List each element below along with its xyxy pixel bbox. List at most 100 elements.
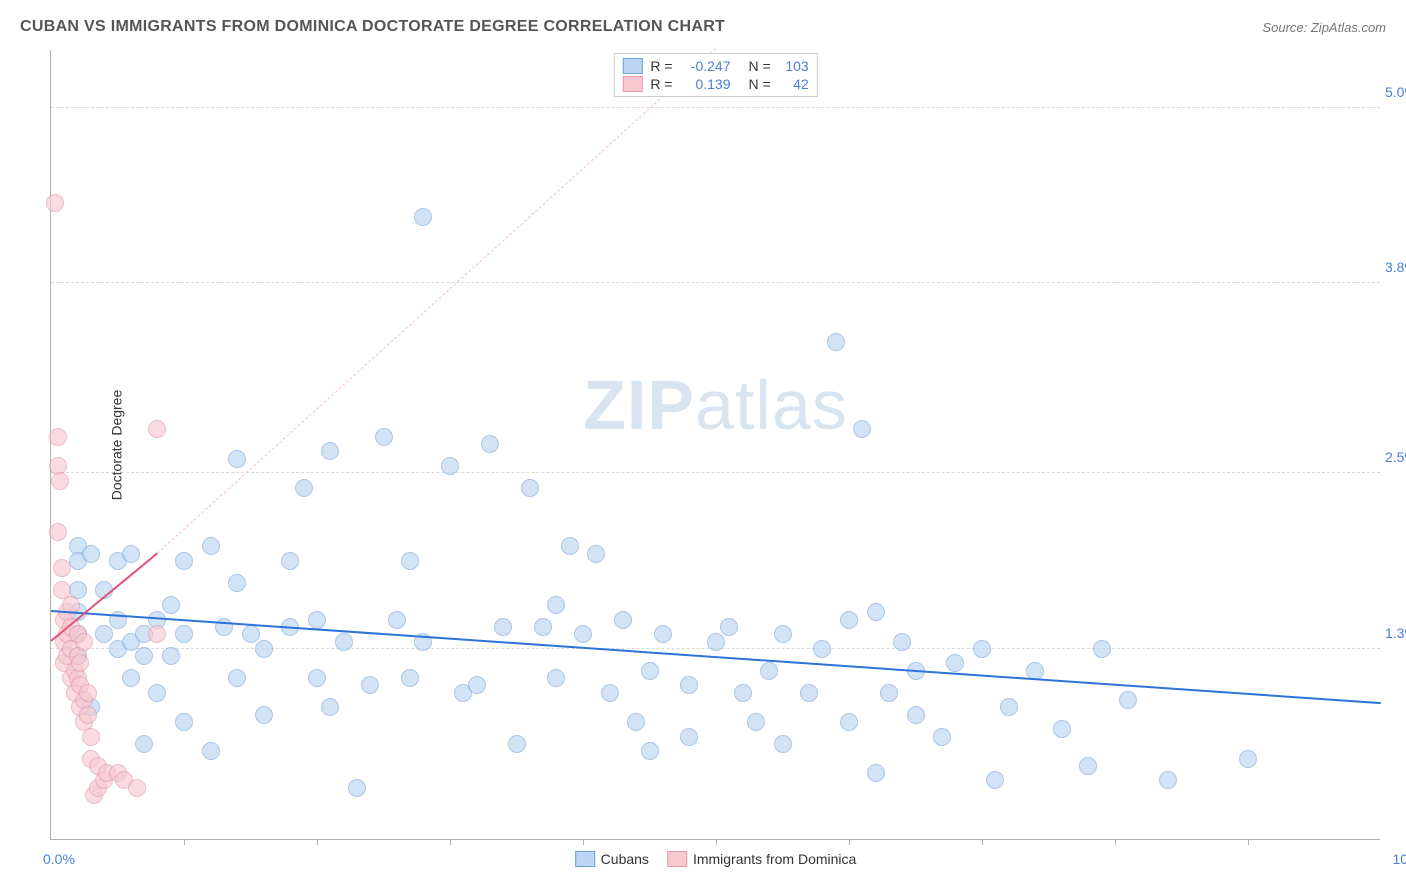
y-tick-label: 5.0%: [1385, 84, 1406, 100]
watermark: ZIPatlas: [583, 365, 848, 445]
scatter-point: [53, 559, 71, 577]
legend-stat-row: R =-0.247N =103: [622, 57, 808, 75]
scatter-point: [228, 574, 246, 592]
scatter-point: [654, 625, 672, 643]
chart-source: Source: ZipAtlas.com: [1262, 20, 1386, 35]
scatter-point: [335, 633, 353, 651]
scatter-point: [281, 552, 299, 570]
scatter-point: [1093, 640, 1111, 658]
gridline: [51, 107, 1380, 108]
scatter-point: [867, 764, 885, 782]
scatter-point: [95, 625, 113, 643]
scatter-point: [1053, 720, 1071, 738]
scatter-point: [561, 537, 579, 555]
scatter-point: [255, 640, 273, 658]
scatter-point: [840, 611, 858, 629]
scatter-point: [468, 676, 486, 694]
x-tick: [716, 839, 717, 845]
scatter-point: [388, 611, 406, 629]
scatter-point: [175, 713, 193, 731]
scatter-point: [49, 523, 67, 541]
legend-series-label: Immigrants from Dominica: [693, 851, 856, 867]
legend-series-item: Immigrants from Dominica: [667, 851, 856, 867]
y-tick-label: 2.5%: [1385, 449, 1406, 465]
scatter-point: [175, 625, 193, 643]
scatter-point: [774, 625, 792, 643]
scatter-point: [162, 647, 180, 665]
scatter-point: [973, 640, 991, 658]
scatter-point: [547, 669, 565, 687]
scatter-point: [441, 457, 459, 475]
scatter-point: [734, 684, 752, 702]
scatter-point: [228, 450, 246, 468]
legend-r-value: -0.247: [681, 58, 731, 74]
scatter-point: [933, 728, 951, 746]
legend-series-item: Cubans: [575, 851, 649, 867]
scatter-plot: Doctorate Degree ZIPatlas R =-0.247N =10…: [50, 50, 1380, 840]
y-tick-label: 1.3%: [1385, 625, 1406, 641]
scatter-point: [308, 611, 326, 629]
scatter-point: [51, 472, 69, 490]
scatter-point: [49, 428, 67, 446]
legend-swatch: [622, 58, 642, 74]
legend-r-value: 0.139: [681, 76, 731, 92]
scatter-point: [707, 633, 725, 651]
scatter-point: [401, 552, 419, 570]
x-tick-label: 100.0%: [1393, 851, 1406, 867]
scatter-point: [840, 713, 858, 731]
scatter-point: [375, 428, 393, 446]
scatter-point: [827, 333, 845, 351]
x-tick: [583, 839, 584, 845]
series-legend: Cubans Immigrants from Dominica: [575, 851, 857, 867]
scatter-point: [641, 662, 659, 680]
scatter-point: [79, 706, 97, 724]
x-tick: [982, 839, 983, 845]
scatter-point: [148, 625, 166, 643]
legend-swatch: [622, 76, 642, 92]
scatter-point: [255, 706, 273, 724]
legend-n-value: 42: [779, 76, 809, 92]
scatter-point: [641, 742, 659, 760]
gridline: [51, 472, 1380, 473]
legend-series-label: Cubans: [601, 851, 649, 867]
scatter-point: [46, 194, 64, 212]
x-tick: [450, 839, 451, 845]
legend-n-value: 103: [779, 58, 809, 74]
scatter-point: [547, 596, 565, 614]
scatter-point: [1000, 698, 1018, 716]
scatter-point: [601, 684, 619, 702]
scatter-point: [135, 735, 153, 753]
scatter-point: [79, 684, 97, 702]
scatter-point: [321, 698, 339, 716]
scatter-point: [148, 420, 166, 438]
scatter-point: [202, 537, 220, 555]
scatter-point: [122, 545, 140, 563]
scatter-point: [880, 684, 898, 702]
scatter-point: [401, 669, 419, 687]
gridline: [51, 282, 1380, 283]
correlation-legend: R =-0.247N =103R =0.139N =42: [613, 53, 817, 97]
x-tick: [184, 839, 185, 845]
chart-title: CUBAN VS IMMIGRANTS FROM DOMINICA DOCTOR…: [20, 18, 725, 36]
scatter-point: [627, 713, 645, 731]
scatter-point: [747, 713, 765, 731]
scatter-point: [308, 669, 326, 687]
scatter-point: [587, 545, 605, 563]
x-tick: [849, 839, 850, 845]
scatter-point: [162, 596, 180, 614]
legend-swatch: [667, 851, 687, 867]
scatter-point: [680, 728, 698, 746]
scatter-point: [508, 735, 526, 753]
scatter-point: [521, 479, 539, 497]
scatter-point: [75, 633, 93, 651]
scatter-point: [361, 676, 379, 694]
scatter-point: [986, 771, 1004, 789]
scatter-point: [614, 611, 632, 629]
scatter-point: [946, 654, 964, 672]
scatter-point: [71, 654, 89, 672]
scatter-point: [321, 442, 339, 460]
scatter-point: [82, 728, 100, 746]
trend-line: [51, 610, 1381, 704]
scatter-point: [228, 669, 246, 687]
x-tick-label: 0.0%: [43, 851, 75, 867]
